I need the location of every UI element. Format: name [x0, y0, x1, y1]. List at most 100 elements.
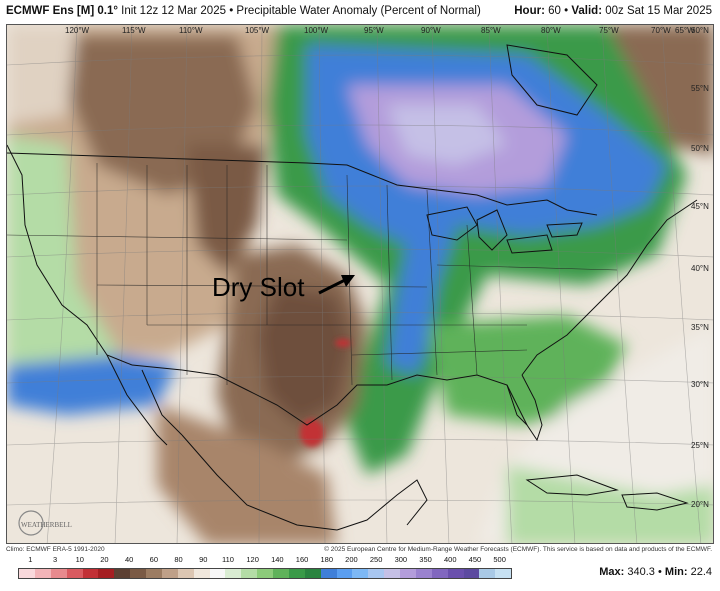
colorbar-segment [352, 569, 369, 578]
colorbar-segment [304, 569, 321, 578]
valid-time: Hour: 60 • Valid: 00z Sat 15 Mar 2025 [514, 5, 712, 17]
colorbar-segment [400, 569, 416, 578]
max-label: Max: [599, 566, 625, 578]
colorbar-segment [177, 569, 194, 578]
colorbar-tick-label: 350 [419, 555, 432, 564]
colorbar-segment [193, 569, 210, 578]
lat-label: 50°N [691, 144, 709, 153]
lon-label: 95°W [364, 26, 384, 35]
colorbar-tick-label: 110 [221, 555, 234, 564]
max-value: 340.3 [627, 566, 655, 578]
lon-label: 110°W [179, 26, 203, 35]
colorbar-tick-label: 90 [199, 555, 208, 564]
colorbar-segment [82, 569, 99, 578]
longitude-labels: 120°W 115°W 110°W 105°W 100°W 95°W 90°W … [65, 26, 709, 35]
colorbar-segment [50, 569, 67, 578]
arrow-icon [318, 275, 355, 295]
dry-slot-label: Dry Slot [212, 272, 305, 302]
colorbar-tick-label: 60 [149, 555, 159, 564]
max-min-stats: Max: 340.3 • Min: 22.4 [599, 566, 712, 578]
state-borders [7, 163, 618, 386]
colorbar-tick-label: 3 [52, 555, 58, 564]
colorbar-segment [98, 569, 115, 578]
colorbar-segment [336, 569, 353, 578]
colorbar-segment [368, 569, 385, 578]
colorbar-segment [209, 569, 226, 578]
colorbar-ticks: 1 3 10 20 40 60 80 90 110 120 140 160 180 200 250 300 35… [18, 555, 512, 567]
latitude-labels: 55°N 50°N 45°N 40°N 35°N 30°N 25°N 20°N [691, 84, 709, 509]
colorbar-segment [66, 569, 83, 578]
boundaries [7, 44, 698, 531]
weatherbell-logo: WEATHERBELL [18, 510, 72, 536]
dry-slot-annotation: Dry Slot [212, 272, 355, 302]
lon-label: 115°W [122, 26, 146, 35]
colorbar-tick-label: 10 [75, 555, 84, 564]
valid-separator: • [564, 5, 569, 17]
colorbar-tick-label: 180 [320, 555, 334, 564]
colorbar-segment [146, 569, 162, 578]
colorbar-segment [19, 569, 35, 578]
valid-value: 00z Sat 15 Mar 2025 [605, 5, 712, 17]
colorbar-segment [431, 569, 448, 578]
map-panel: 120°W 115°W 110°W 105°W 100°W 95°W 90°W … [6, 24, 714, 544]
lon-label: 90°W [421, 26, 441, 35]
lon-label: 105°W [245, 26, 270, 35]
colorbar-segment [447, 569, 464, 578]
anomaly-shading [7, 25, 713, 543]
lon-label: 70°W [651, 26, 671, 35]
map-title: ECMWF Ens [M] 0.1° Init 12z 12 Mar 2025 … [6, 5, 481, 17]
lat-label: 25°N [691, 441, 709, 450]
lon-label: 65°W [675, 26, 695, 35]
title-bar: ECMWF Ens [M] 0.1° Init 12z 12 Mar 2025 … [0, 0, 720, 24]
colorbar-tick-label: 120 [246, 555, 259, 564]
colorbar-segment [257, 569, 273, 578]
lon-label: 120°W [65, 26, 90, 35]
lat-label: 30°N [691, 380, 709, 389]
colorbar-segment [320, 569, 337, 578]
model-name: ECMWF Ens [M] 0.1° [6, 5, 118, 17]
colorbar-segment [130, 569, 146, 578]
lon-label: 85°W [481, 26, 501, 35]
colorbar-tick-label: 450 [468, 555, 482, 564]
valid-label: Valid: [571, 5, 603, 17]
copyright-note: © 2025 European Centre for Medium-Range … [324, 546, 712, 553]
colorbar-tick-label: 80 [174, 555, 183, 564]
colorbar-segment [225, 569, 242, 578]
lat-label: 40°N [691, 264, 709, 273]
lat-label: 35°N [691, 323, 709, 332]
min-value: 22.4 [690, 566, 712, 578]
colorbar-segment [463, 569, 480, 578]
map-svg: 120°W 115°W 110°W 105°W 100°W 95°W 90°W … [7, 25, 713, 543]
colorbar-tick-label: 1 [28, 555, 33, 564]
lat-label: 55°N [691, 84, 709, 93]
logo-text: WEATHERBELL [21, 521, 72, 529]
colorbar-segment [241, 569, 258, 578]
stats-separator: • [657, 566, 662, 578]
colorbar-tick-label: 300 [394, 555, 408, 564]
colorbar-tick-label: 160 [295, 555, 309, 564]
colorbar [18, 568, 512, 579]
min-label: Min: [664, 566, 688, 578]
field-name: Precipitable Water Anomaly (Percent of N… [236, 5, 481, 17]
colorbar-segment [273, 569, 289, 578]
hour-value: 60 [548, 5, 561, 17]
colorbar-segment [114, 569, 131, 578]
very-dry-spots [300, 339, 351, 447]
colorbar-tick-label: 200 [345, 555, 358, 564]
lon-label: 80°W [541, 26, 561, 35]
hour-label: Hour: [514, 5, 545, 17]
lon-label: 75°W [599, 26, 619, 35]
colorbar-segment [479, 569, 496, 578]
climo-note: Climo: ECMWF ERA-5 1991-2020 [6, 546, 105, 553]
title-separator: • [229, 5, 234, 17]
colorbar-segment [34, 569, 51, 578]
lat-label: 60°N [691, 26, 709, 35]
colorbar-tick-label: 40 [124, 555, 134, 564]
colorbar-segment [384, 569, 400, 578]
colorbar-tick-label: 400 [443, 555, 457, 564]
colorbar-tick-label: 500 [493, 555, 506, 564]
colorbar-tick-label: 140 [271, 555, 284, 564]
colorbar-tick-label: 20 [100, 555, 109, 564]
lon-label: 100°W [304, 26, 329, 35]
colorbar-segment [288, 569, 305, 578]
